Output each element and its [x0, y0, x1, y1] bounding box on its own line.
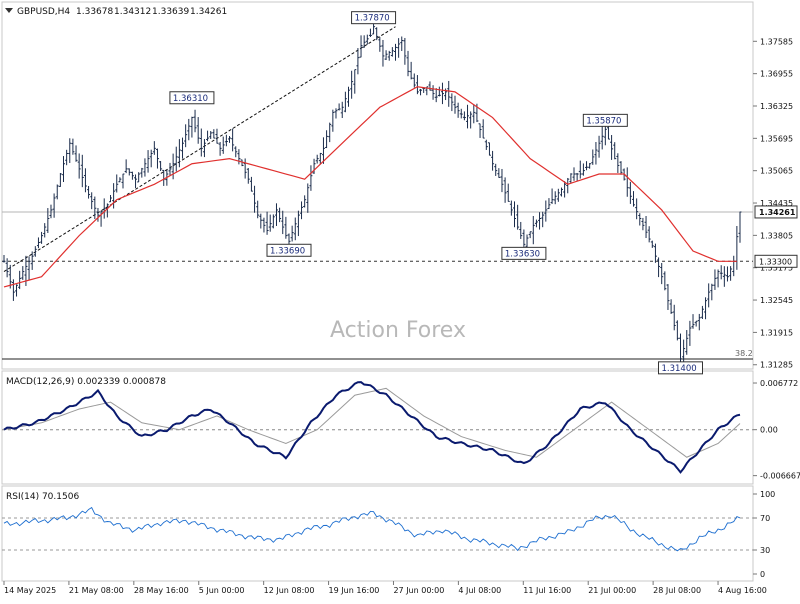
- swing-label-box: [582, 113, 628, 127]
- time-tick-label: 28 Jul 08:00: [653, 586, 701, 595]
- price-tick-label: 1.37585: [760, 37, 793, 46]
- watermark: Action Forex: [330, 318, 466, 343]
- price-tick-label: 1.31285: [760, 361, 793, 370]
- time-tick-label: 4 Aug 16:00: [718, 586, 767, 595]
- time-tick-label: 14 May 2025: [4, 586, 56, 595]
- price-tick-label: 1.31915: [760, 328, 793, 337]
- macd-series: [3, 381, 741, 474]
- price-tick-label: 1.35695: [760, 134, 793, 143]
- swing-label-text: 1.35870: [586, 116, 621, 126]
- price-tick-label: 1.33175: [760, 264, 793, 273]
- time-tick-label: 4 Jul 08:00: [458, 586, 501, 595]
- ohlc-low: 1.33639: [152, 7, 189, 17]
- support-level-tag: [754, 254, 798, 268]
- support-level-label: 1.33300: [759, 257, 792, 266]
- swing-label-text: 1.37870: [355, 14, 390, 24]
- time-tick-label: 5 Jun 00:00: [199, 586, 245, 595]
- rsi-tick-label: 70: [760, 514, 770, 523]
- price-tick-label: 1.35065: [760, 167, 793, 176]
- price-axis: 1.37585 1.36955 1.36325 1.35695 1.35065 1.344…: [2, 37, 798, 370]
- swing-label-text: 1.33630: [505, 249, 540, 259]
- fib-382-label: 38.2: [735, 349, 753, 358]
- current-price-tag: [754, 205, 798, 219]
- macd-tick-label: 0.006772: [760, 379, 798, 388]
- macd-tick-label: 0.00: [760, 426, 778, 435]
- moving-average-line: [3, 86, 737, 288]
- price-tick-label: 1.32545: [760, 296, 793, 305]
- rsi-panel-frame: [1, 485, 754, 582]
- macd-panel-frame: [1, 370, 754, 485]
- macd-signal-line: [3, 387, 741, 458]
- swing-label-text: 1.36310: [173, 94, 208, 104]
- swing-label-box: [351, 11, 397, 25]
- price-tick-label: 1.33805: [760, 231, 793, 240]
- rsi-series: [3, 506, 741, 552]
- collapse-triangle-icon: [5, 8, 13, 13]
- symbol-label: GBPUSD,H4: [17, 7, 70, 17]
- price-tick-label: 1.36955: [760, 70, 793, 79]
- time-tick-label: 19 Jun 16:00: [329, 586, 380, 595]
- swing-label-box: [501, 246, 547, 260]
- price-tick-label: 1.34435: [760, 199, 793, 208]
- rsi-tick-label: 30: [760, 546, 770, 555]
- swing-label-text: 1.33690: [270, 246, 305, 256]
- time-tick-label: 27 Jun 00:00: [393, 586, 444, 595]
- swing-label-box: [169, 91, 215, 105]
- chart-header: GBPUSD,H4 1.33678 1.34312 1.33639 1.3426…: [5, 7, 227, 17]
- ohlc-close: 1.34261: [190, 7, 227, 17]
- rsi-line: [3, 506, 741, 552]
- rsi-tick-label: 0: [760, 570, 765, 579]
- price-panel-frame: [1, 1, 754, 370]
- time-tick-label: 21 Jul 00:00: [588, 586, 636, 595]
- current-price-label: 1.34261: [759, 208, 796, 217]
- ohlc-open: 1.33678: [76, 7, 113, 17]
- swing-point-labels: 1.36310 1.33690 1.37870 1.33630 1.35870 1.314…: [169, 11, 703, 375]
- time-tick-label: 21 May 08:00: [69, 586, 124, 595]
- macd-axis: 0.006772 0.00 -0.006667: [2, 379, 800, 481]
- rsi-header: RSI(14) 70.1506: [6, 492, 79, 502]
- time-tick-label: 28 May 16:00: [134, 586, 189, 595]
- macd-line: [3, 381, 741, 474]
- swing-label-text: 1.31400: [661, 364, 696, 374]
- price-series: [2, 18, 742, 368]
- ohlc-high: 1.34312: [114, 7, 151, 17]
- time-tick-label: 12 Jun 08:00: [264, 586, 315, 595]
- trendline: [3, 26, 396, 272]
- macd-header: MACD(12,26,9) 0.002339 0.000878: [6, 377, 166, 387]
- price-tick-label: 1.36325: [760, 102, 793, 111]
- swing-label-box: [266, 243, 312, 257]
- time-axis: 14 May 2025 21 May 08:00 28 May 16:00 5 Jun…: [3, 581, 767, 595]
- macd-tick-label: -0.006667: [760, 472, 800, 481]
- rsi-tick-label: 100: [760, 490, 775, 499]
- rsi-axis: 100 70 30 0: [2, 490, 775, 579]
- swing-label-box: [657, 361, 703, 375]
- time-tick-label: 11 Jul 16:00: [523, 586, 571, 595]
